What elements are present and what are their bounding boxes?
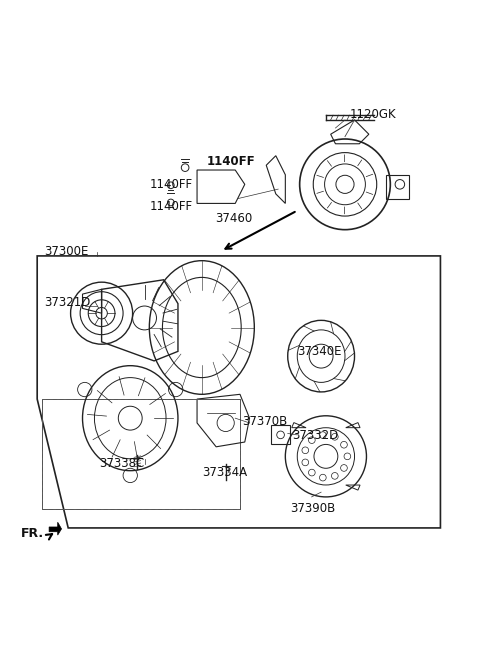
Text: 1120GK: 1120GK	[350, 107, 396, 121]
Text: FR.: FR.	[21, 527, 44, 540]
Polygon shape	[49, 522, 61, 535]
Text: 1140FF: 1140FF	[149, 178, 192, 191]
Text: 1140FF: 1140FF	[149, 200, 192, 213]
Text: 37338C: 37338C	[99, 457, 144, 470]
Text: 37390B: 37390B	[290, 502, 336, 515]
Text: 37460: 37460	[215, 212, 252, 225]
Text: 37340E: 37340E	[297, 345, 342, 358]
Text: 37332D: 37332D	[292, 429, 339, 442]
Text: 37300E: 37300E	[44, 245, 89, 257]
Bar	[385, 175, 409, 198]
Text: 1140FF: 1140FF	[206, 155, 255, 168]
Text: 37370B: 37370B	[242, 415, 288, 428]
Text: 37334A: 37334A	[202, 466, 247, 479]
Text: 37321D: 37321D	[44, 296, 91, 309]
